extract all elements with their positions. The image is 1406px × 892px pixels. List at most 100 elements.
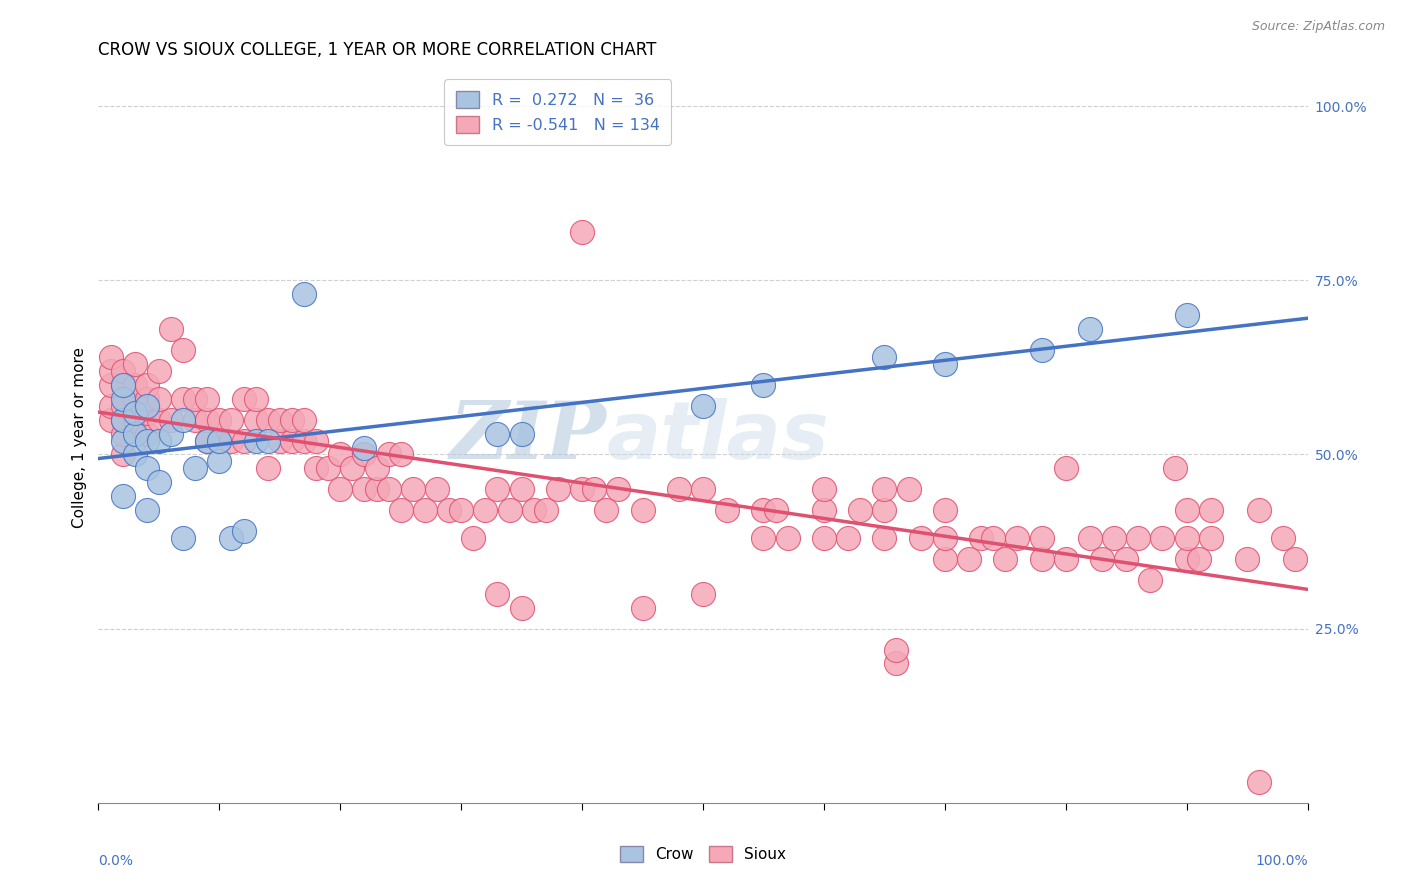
Point bbox=[135, 434, 157, 448]
Point bbox=[111, 448, 134, 462]
Point bbox=[1078, 322, 1101, 336]
Point bbox=[100, 350, 122, 364]
Point bbox=[752, 531, 775, 545]
Point bbox=[873, 350, 896, 364]
Point bbox=[172, 412, 194, 426]
Point bbox=[292, 412, 315, 426]
Point bbox=[208, 412, 231, 426]
Point bbox=[692, 483, 714, 497]
Point bbox=[1175, 552, 1198, 566]
Point bbox=[111, 412, 134, 426]
Point bbox=[1236, 552, 1258, 566]
Point bbox=[256, 434, 278, 448]
Point bbox=[377, 483, 399, 497]
Point bbox=[692, 587, 714, 601]
Point bbox=[1175, 531, 1198, 545]
Point bbox=[981, 531, 1004, 545]
Point bbox=[100, 364, 122, 378]
Point bbox=[172, 531, 194, 545]
Point bbox=[135, 399, 157, 413]
Point bbox=[353, 441, 375, 455]
Point bbox=[752, 377, 775, 392]
Point bbox=[413, 503, 436, 517]
Point bbox=[897, 483, 920, 497]
Point bbox=[1188, 552, 1211, 566]
Point bbox=[245, 412, 267, 426]
Point bbox=[547, 483, 569, 497]
Point bbox=[281, 412, 304, 426]
Point bbox=[510, 426, 533, 441]
Point bbox=[111, 426, 134, 441]
Point bbox=[292, 434, 315, 448]
Point bbox=[1102, 531, 1125, 545]
Point bbox=[1128, 531, 1150, 545]
Point bbox=[184, 461, 207, 475]
Point bbox=[245, 392, 267, 406]
Point bbox=[934, 357, 956, 371]
Point bbox=[994, 552, 1017, 566]
Point bbox=[269, 434, 291, 448]
Point bbox=[111, 377, 134, 392]
Point bbox=[135, 503, 157, 517]
Point bbox=[377, 448, 399, 462]
Point bbox=[232, 392, 254, 406]
Point bbox=[668, 483, 690, 497]
Point bbox=[124, 406, 146, 420]
Point bbox=[135, 392, 157, 406]
Point bbox=[100, 412, 122, 426]
Y-axis label: College, 1 year or more: College, 1 year or more bbox=[72, 347, 87, 527]
Point bbox=[135, 461, 157, 475]
Point bbox=[124, 412, 146, 426]
Point bbox=[1054, 552, 1077, 566]
Point bbox=[148, 364, 170, 378]
Point bbox=[837, 531, 859, 545]
Point bbox=[631, 503, 654, 517]
Point bbox=[934, 552, 956, 566]
Point bbox=[305, 434, 328, 448]
Point bbox=[184, 392, 207, 406]
Point bbox=[111, 392, 134, 406]
Point bbox=[232, 434, 254, 448]
Point bbox=[463, 531, 485, 545]
Point bbox=[160, 426, 183, 441]
Point bbox=[124, 377, 146, 392]
Point bbox=[148, 412, 170, 426]
Point bbox=[534, 503, 557, 517]
Text: Source: ZipAtlas.com: Source: ZipAtlas.com bbox=[1251, 20, 1385, 33]
Point bbox=[195, 412, 218, 426]
Point bbox=[486, 483, 509, 497]
Point bbox=[583, 483, 606, 497]
Point bbox=[100, 399, 122, 413]
Point bbox=[1163, 461, 1185, 475]
Point bbox=[389, 503, 412, 517]
Point bbox=[208, 434, 231, 448]
Legend: Crow, Sioux: Crow, Sioux bbox=[614, 839, 792, 868]
Point bbox=[607, 483, 630, 497]
Point bbox=[316, 461, 339, 475]
Point bbox=[329, 448, 352, 462]
Point bbox=[1284, 552, 1306, 566]
Point bbox=[402, 483, 425, 497]
Point bbox=[353, 483, 375, 497]
Point bbox=[486, 587, 509, 601]
Point bbox=[292, 287, 315, 301]
Point bbox=[245, 434, 267, 448]
Point bbox=[716, 503, 738, 517]
Point bbox=[873, 483, 896, 497]
Point bbox=[813, 531, 835, 545]
Point bbox=[353, 448, 375, 462]
Point bbox=[111, 399, 134, 413]
Point bbox=[523, 503, 546, 517]
Point bbox=[934, 531, 956, 545]
Point bbox=[510, 600, 533, 615]
Point bbox=[474, 503, 496, 517]
Point bbox=[957, 552, 980, 566]
Point bbox=[886, 657, 908, 671]
Point bbox=[498, 503, 520, 517]
Point bbox=[1031, 531, 1053, 545]
Point bbox=[910, 531, 932, 545]
Point bbox=[160, 412, 183, 426]
Point bbox=[135, 406, 157, 420]
Point bbox=[571, 483, 593, 497]
Point bbox=[776, 531, 799, 545]
